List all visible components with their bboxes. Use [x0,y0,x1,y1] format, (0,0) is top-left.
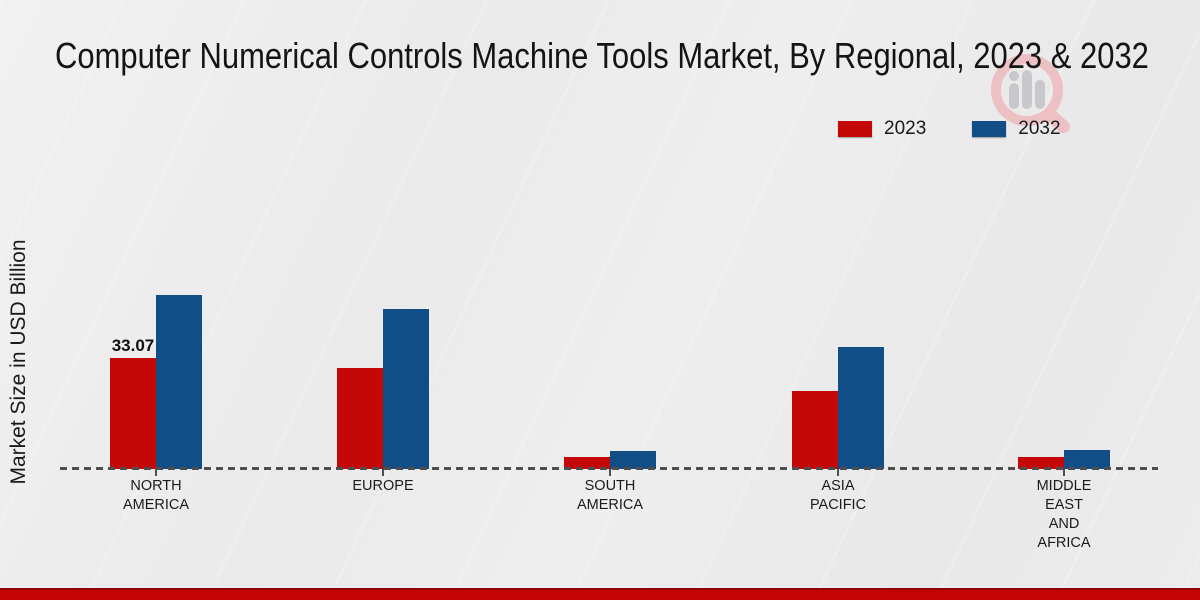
x-label-0: NORTH AMERICA [86,477,226,515]
bar-2032-4 [1064,450,1110,469]
x-label-1: EUROPE [313,477,453,496]
x-label-line: AMERICA [576,497,644,513]
x-label-line: AMERICA [122,497,190,513]
axis-tick-0 [155,469,157,476]
x-label-line: AND [1048,516,1080,532]
legend-swatch-2032 [972,121,1007,137]
bar-2023-3 [792,391,838,469]
legend-label-2023: 2023 [884,118,927,139]
axis-tick-1 [382,469,384,476]
x-label-line: PACIFIC [809,497,867,513]
x-label-2: SOUTH AMERICA [540,477,680,515]
bar-value-label: 33.07 [111,336,155,355]
legend: 2023 2032 [838,118,1061,140]
x-label-3: ASIA PACIFIC [768,477,908,515]
legend-item-2032: 2032 [972,118,1061,140]
bar-2032-3 [838,347,884,469]
bar-2023-2 [564,457,610,469]
legend-item-2023: 2023 [838,118,926,140]
legend-swatch-2023 [838,121,872,137]
bar-2023-1 [337,368,383,469]
x-label-line: MIDDLE [1036,478,1092,494]
chart-title-text: Computer Numerical Controls Machine Tool… [55,35,1149,76]
x-label-4: MIDDLE EAST AND AFRICA [994,477,1134,553]
bar-2032-0 [156,295,202,469]
x-label-line: ASIA [821,478,855,494]
bar-2023-4 [1018,457,1064,469]
axis-tick-2 [609,469,611,476]
bar-2032-1 [383,309,429,469]
footer-accent-bar [0,588,1200,600]
magnifier-bar-chart-watermark-icon [991,54,1070,134]
bar-2032-2 [610,451,656,469]
chart-title: Computer Numerical Controls Machine Tool… [55,32,1200,80]
x-label-line: EAST [1045,497,1083,513]
axis-tick-4 [1063,469,1065,476]
legend-label-2032: 2032 [1018,118,1061,139]
bar-2023-0 [110,358,156,469]
axis-tick-3 [837,469,839,476]
y-axis-title-text: Market Size in USD Billion [7,239,30,485]
x-label-line: NORTH [130,478,182,494]
x-label-line: EUROPE [352,478,414,494]
x-axis-baseline [60,467,1158,470]
x-label-line: AFRICA [1037,535,1091,551]
x-label-line: SOUTH [584,478,636,494]
